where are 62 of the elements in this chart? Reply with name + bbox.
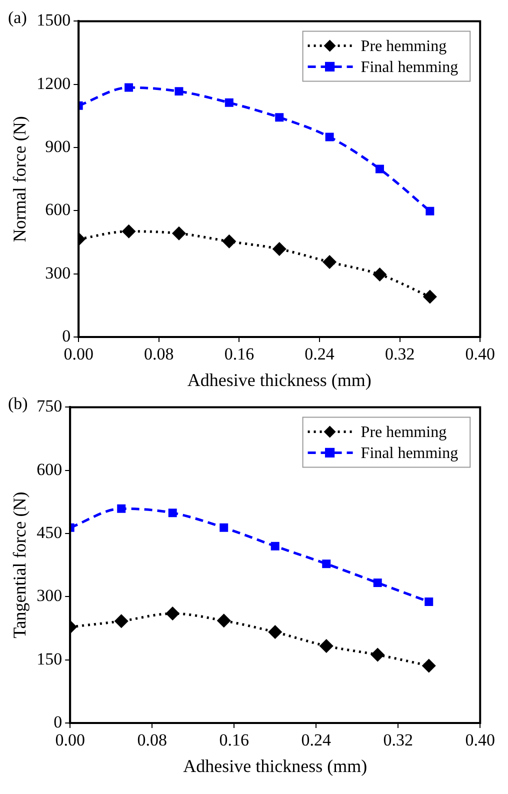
y-tick-label: 1200 (36, 74, 71, 93)
point (117, 504, 126, 513)
point (325, 132, 334, 142)
point (319, 638, 334, 653)
x-tick-label: 0.24 (304, 344, 335, 364)
y-tick-label: 900 (45, 136, 71, 156)
point (166, 606, 180, 621)
point (174, 87, 184, 96)
x-tick-label: 0.16 (224, 344, 254, 364)
legend-label: Pre hemming (360, 424, 447, 441)
y-tick-label: 750 (36, 396, 62, 416)
point (124, 83, 134, 92)
x-tick-label: 0.08 (144, 344, 174, 364)
y-tick-label: 600 (45, 200, 71, 220)
point (272, 242, 286, 256)
x-tick-label: 0.00 (55, 730, 85, 750)
y-tick-label: 1500 (36, 10, 71, 30)
x-tick-label: 0.40 (465, 344, 495, 364)
y-tick-label: 150 (36, 649, 62, 668)
point (422, 290, 437, 304)
y-tick-label: 450 (36, 522, 62, 542)
y-tick-label: 0 (54, 712, 62, 732)
point (373, 578, 382, 588)
point (172, 226, 186, 240)
point (426, 206, 434, 216)
y-axis-title: Tangential force (N) (10, 492, 30, 638)
legend-label: Pre hemming (360, 38, 447, 55)
point (424, 597, 434, 606)
point (370, 648, 385, 662)
point (275, 113, 284, 122)
y-tick-label: 300 (45, 263, 71, 282)
x-tick-label: 0.08 (137, 730, 167, 750)
legend-label: Final hemming (360, 58, 458, 76)
point (114, 614, 128, 628)
y-tick-label: 0 (62, 326, 71, 346)
text: (a) (8, 8, 27, 28)
point (270, 542, 280, 550)
point (422, 658, 436, 673)
point (268, 625, 282, 640)
x-axis-title: Adhesive thickness (mm) (187, 370, 372, 390)
x-tick-label: 0.32 (384, 344, 415, 364)
y-axis-title: Normal force (N) (10, 116, 30, 242)
point (376, 164, 384, 174)
legend-label: Final hemming (360, 444, 458, 462)
point (372, 267, 387, 282)
point (322, 560, 331, 568)
point (222, 234, 236, 248)
y-tick-label: 600 (36, 460, 62, 479)
point (168, 508, 177, 518)
x-axis-title: Adhesive thickness (mm) (183, 756, 368, 776)
x-tick-label: 0.16 (219, 730, 249, 750)
x-tick-label: 0.24 (301, 730, 332, 750)
x-tick-label: 0.00 (64, 344, 94, 364)
text: (b) (8, 394, 28, 414)
point (224, 98, 234, 107)
x-tick-label: 0.40 (465, 730, 495, 750)
point (216, 614, 231, 628)
y-tick-label: 300 (36, 586, 62, 606)
x-tick-label: 0.32 (383, 730, 413, 750)
point (122, 224, 136, 238)
point (220, 523, 228, 532)
point (322, 255, 337, 270)
